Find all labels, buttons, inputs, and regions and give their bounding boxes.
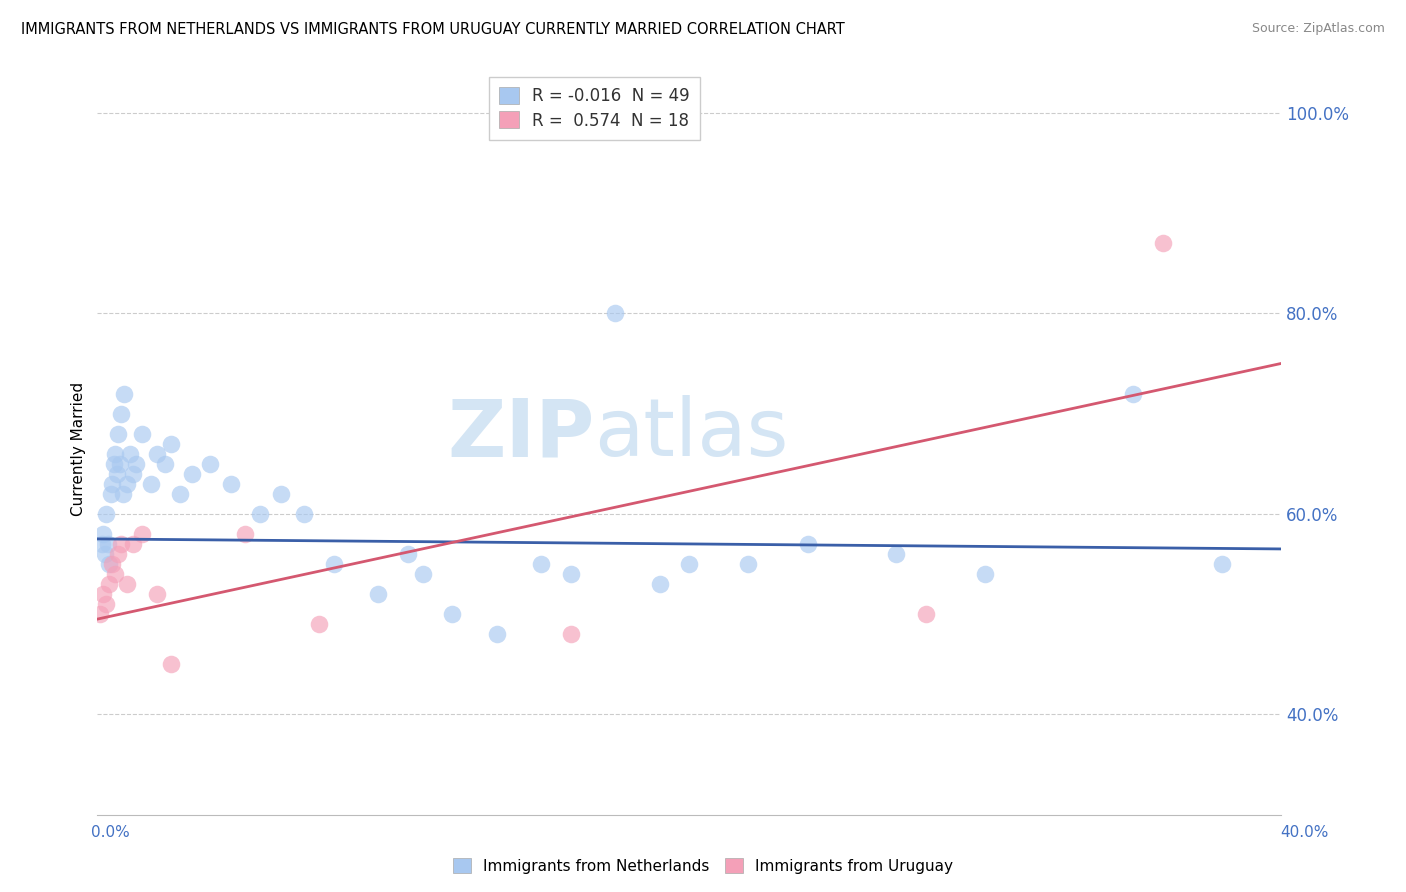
Point	[108, 457, 131, 471]
Legend: Immigrants from Netherlands, Immigrants from Uruguay: Immigrants from Netherlands, Immigrants …	[447, 852, 959, 880]
Point	[100, 487, 122, 501]
Point	[121, 537, 143, 551]
Point	[605, 306, 627, 320]
Point	[249, 507, 271, 521]
Point	[169, 487, 191, 501]
Point	[94, 547, 117, 561]
Point	[145, 447, 167, 461]
Point	[160, 436, 183, 450]
Text: 40.0%: 40.0%	[1281, 825, 1329, 840]
Point	[115, 577, 138, 591]
Point	[103, 457, 125, 471]
Point	[91, 587, 114, 601]
Point	[96, 597, 118, 611]
Point	[104, 447, 127, 461]
Point	[121, 467, 143, 481]
Point	[198, 457, 221, 471]
Point	[131, 426, 153, 441]
Point	[396, 547, 419, 561]
Point	[118, 447, 141, 461]
Point	[294, 507, 316, 521]
Point	[1122, 386, 1144, 401]
Point	[145, 587, 167, 601]
Point	[91, 527, 114, 541]
Point	[110, 407, 132, 421]
Point	[323, 557, 346, 571]
Point	[308, 617, 330, 632]
Point	[139, 476, 162, 491]
Point	[181, 467, 204, 481]
Point	[125, 457, 148, 471]
Point	[441, 607, 464, 621]
Point	[648, 577, 671, 591]
Point	[90, 537, 112, 551]
Point	[367, 587, 389, 601]
Point	[104, 566, 127, 581]
Point	[530, 557, 553, 571]
Point	[89, 607, 111, 621]
Point	[485, 627, 508, 641]
Point	[155, 457, 177, 471]
Point	[560, 566, 582, 581]
Text: IMMIGRANTS FROM NETHERLANDS VS IMMIGRANTS FROM URUGUAY CURRENTLY MARRIED CORRELA: IMMIGRANTS FROM NETHERLANDS VS IMMIGRANT…	[21, 22, 845, 37]
Point	[131, 527, 153, 541]
Point	[560, 627, 582, 641]
Point	[97, 537, 120, 551]
Point	[111, 487, 134, 501]
Point	[737, 557, 759, 571]
Point	[270, 487, 292, 501]
Point	[974, 566, 997, 581]
Point	[105, 467, 128, 481]
Point	[115, 476, 138, 491]
Point	[96, 507, 118, 521]
Point	[884, 547, 907, 561]
Y-axis label: Currently Married: Currently Married	[72, 382, 86, 516]
Point	[1152, 236, 1174, 251]
Point	[110, 537, 132, 551]
Point	[101, 557, 124, 571]
Text: atlas: atlas	[595, 395, 789, 473]
Point	[219, 476, 242, 491]
Text: 0.0%: 0.0%	[91, 825, 131, 840]
Point	[796, 537, 818, 551]
Point	[233, 527, 256, 541]
Text: ZIP: ZIP	[447, 395, 595, 473]
Point	[107, 426, 129, 441]
Text: Source: ZipAtlas.com: Source: ZipAtlas.com	[1251, 22, 1385, 36]
Legend: R = -0.016  N = 49, R =  0.574  N = 18: R = -0.016 N = 49, R = 0.574 N = 18	[489, 77, 700, 139]
Point	[1211, 557, 1233, 571]
Point	[678, 557, 700, 571]
Point	[107, 547, 129, 561]
Point	[412, 566, 434, 581]
Point	[101, 476, 124, 491]
Point	[160, 657, 183, 672]
Point	[915, 607, 938, 621]
Point	[112, 386, 135, 401]
Point	[98, 557, 121, 571]
Point	[98, 577, 121, 591]
